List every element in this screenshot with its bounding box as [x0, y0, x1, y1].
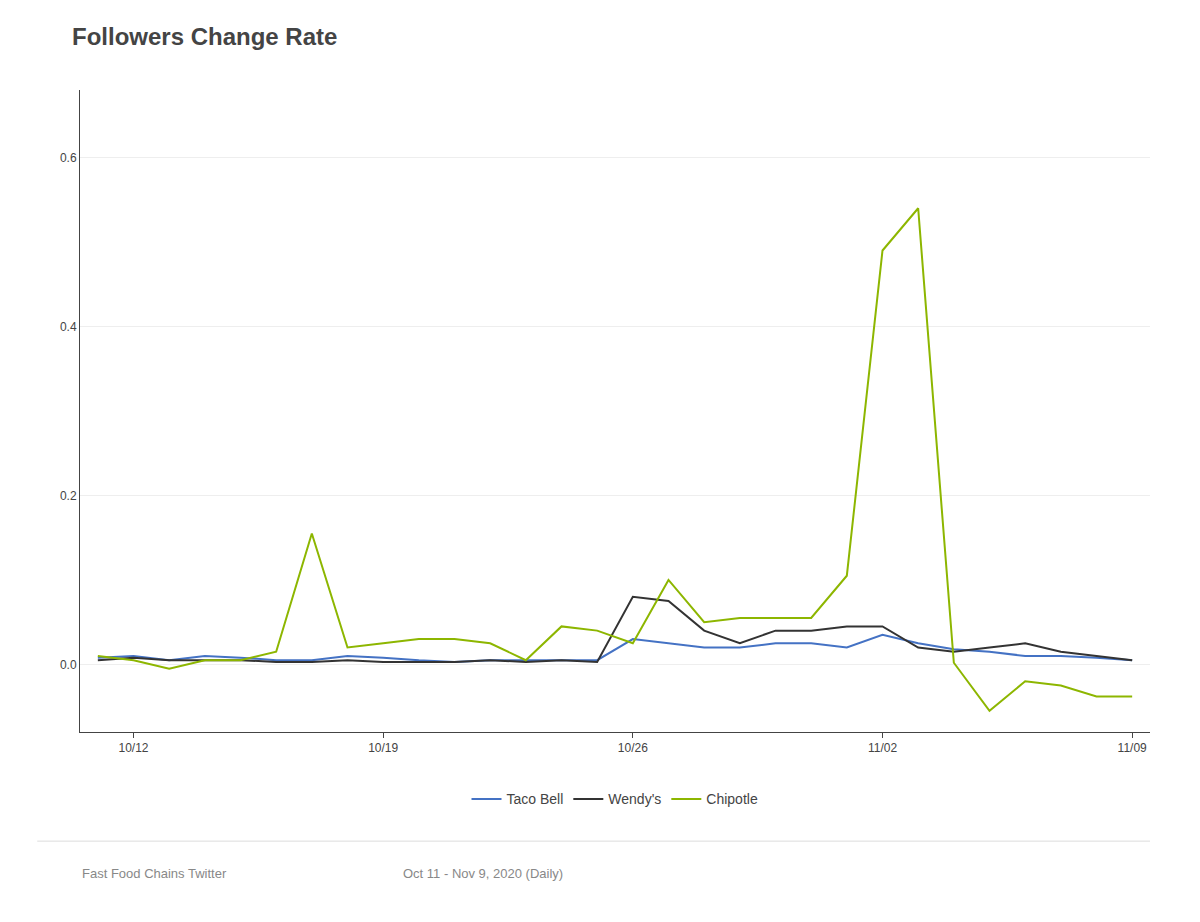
svg-text:Taco Bell: Taco Bell: [507, 791, 564, 807]
svg-text:10/12: 10/12: [118, 741, 148, 755]
svg-text:Oct 11 - Nov 9, 2020 (Daily): Oct 11 - Nov 9, 2020 (Daily): [403, 866, 563, 881]
svg-text:11/09: 11/09: [1118, 741, 1147, 755]
svg-text:0.2: 0.2: [60, 489, 77, 503]
svg-text:0.0: 0.0: [60, 658, 77, 672]
svg-text:Chipotle: Chipotle: [706, 791, 758, 807]
svg-text:Followers Change Rate: Followers Change Rate: [72, 23, 337, 50]
svg-text:11/02: 11/02: [868, 741, 897, 755]
svg-text:10/26: 10/26: [618, 741, 648, 755]
svg-text:0.6: 0.6: [60, 151, 77, 165]
svg-text:0.4: 0.4: [60, 320, 77, 334]
svg-text:Fast Food Chains Twitter: Fast Food Chains Twitter: [82, 866, 227, 881]
svg-text:10/19: 10/19: [368, 741, 398, 755]
svg-text:Wendy's: Wendy's: [608, 791, 661, 807]
